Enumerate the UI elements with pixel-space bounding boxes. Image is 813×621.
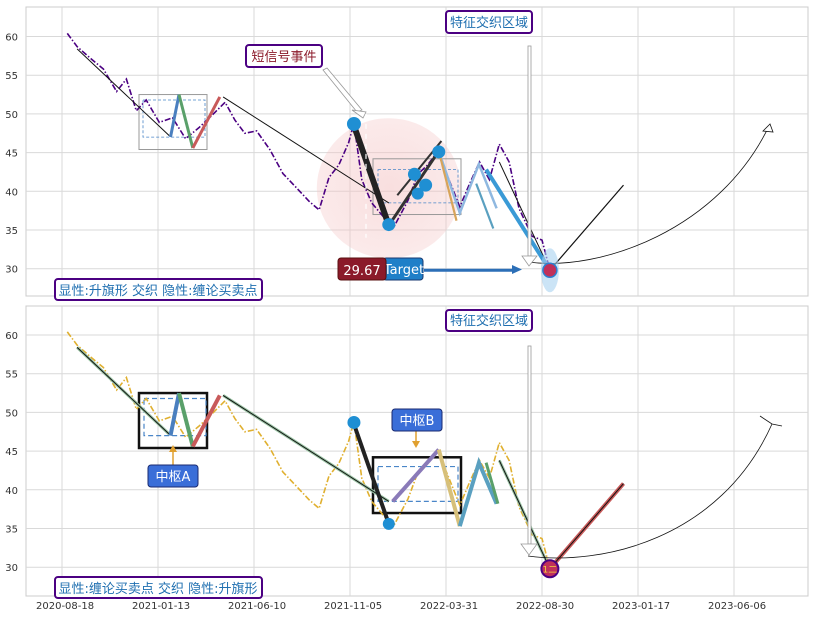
- zone-arrow-head: [520, 543, 538, 556]
- y-tick-label: 40: [5, 486, 18, 497]
- x-tick-label: 2021-01-13: [132, 601, 190, 612]
- buy-point-label: 1二: [543, 566, 558, 576]
- zigzag-leg: [484, 462, 500, 505]
- pivot-inner-box-b: [377, 465, 459, 503]
- zigzag-leg: [457, 456, 499, 527]
- projection-arrowhead: [762, 123, 774, 133]
- pattern-label-text: 显性:升旗形 交织 隐性:缠论买卖点: [58, 283, 257, 299]
- y-tick-label: 45: [5, 447, 18, 458]
- zigzag-leg: [169, 94, 181, 138]
- y-tick-label: 60: [5, 33, 18, 44]
- trend-line: [222, 394, 390, 502]
- signal-leg-down: [352, 423, 391, 525]
- event-label-box: [245, 44, 323, 68]
- zigzag-leg: [437, 150, 498, 217]
- y-tick-label: 60: [5, 331, 18, 342]
- pivot-point: [347, 415, 361, 429]
- y-tick-label: 35: [5, 226, 18, 237]
- y-tick-label: 30: [5, 563, 18, 574]
- y-tick-label: 55: [5, 370, 18, 381]
- projection-arrowhead: [759, 415, 783, 427]
- breakout-leg: [484, 168, 552, 272]
- projection-curve: [527, 423, 773, 559]
- pivot-a-arrow-head: [169, 445, 177, 452]
- trend-line: [498, 460, 551, 569]
- trend-line: [76, 48, 170, 136]
- zigzag-leg: [177, 392, 195, 448]
- pattern-label-box: [54, 278, 263, 301]
- trend-line: [498, 161, 551, 271]
- signal-leg-down: [351, 124, 392, 227]
- trend-line: [222, 96, 390, 204]
- zone-label-text: 特征交织区域: [450, 15, 528, 31]
- pivot-a-label-box: [147, 464, 199, 488]
- zigzag-leg: [191, 394, 222, 448]
- zone-arrow-head: [521, 255, 538, 267]
- zigzag-leg: [475, 183, 495, 229]
- pivot-point: [411, 187, 424, 200]
- pivot-b-arrow-head: [412, 441, 420, 448]
- pivot-b-label-box: [391, 408, 443, 432]
- zone-label-text: 特征交织区域: [450, 313, 528, 329]
- x-tick-label: 2022-08-30: [516, 601, 574, 612]
- buy-point-marker: [540, 559, 560, 579]
- pivot-point: [346, 116, 361, 131]
- event-halo: [316, 118, 461, 259]
- pivot-inner-box-a: [143, 397, 207, 437]
- zigzag-leg: [391, 448, 441, 503]
- target-label-text: Target: [383, 263, 424, 278]
- pivot-point: [407, 167, 421, 181]
- pivot-point: [382, 218, 396, 232]
- projection-line: [549, 184, 624, 271]
- target-value-box: [337, 257, 387, 281]
- y-tick-label: 50: [5, 408, 18, 419]
- x-tick-label: 2020-08-18: [36, 601, 94, 612]
- pattern-label-text: 显性:缠论买卖点 交织 隐性:升旗形: [58, 581, 257, 597]
- pivot-a-label-text: 中枢A: [156, 470, 191, 485]
- y-tick-label: 40: [5, 187, 18, 198]
- zigzag-leg: [191, 96, 222, 149]
- y-tick-label: 45: [5, 149, 18, 160]
- y-tick-label: 50: [5, 110, 18, 121]
- event-arrow-shaft: [322, 67, 363, 113]
- projection-line: [549, 483, 624, 570]
- x-tick-label: 2022-03-31: [420, 601, 478, 612]
- pivot-point: [419, 178, 433, 192]
- zigzag-leg: [177, 94, 195, 149]
- zigzag-leg: [436, 449, 462, 527]
- x-tick-label: 2023-06-06: [708, 601, 766, 612]
- pivot-point: [432, 145, 446, 159]
- zone-label-box: [445, 10, 533, 34]
- target-point: [542, 262, 558, 278]
- zone-label-box: [445, 309, 533, 332]
- y-tick-label: 35: [5, 525, 18, 536]
- target-arrow-head: [512, 265, 522, 274]
- x-tick-label: 2021-06-10: [228, 601, 286, 612]
- pivot-box-b: [371, 456, 463, 515]
- y-tick-label: 30: [5, 265, 18, 276]
- signal-leg-up: [387, 150, 441, 227]
- zigzag-leg: [437, 150, 458, 221]
- pivot-point: [382, 517, 395, 530]
- x-tick-label: 2021-11-05: [324, 601, 382, 612]
- x-tick-label: 2023-01-17: [612, 601, 670, 612]
- zone-arrow-shaft: [527, 345, 532, 545]
- zigzag-leg: [168, 392, 181, 436]
- event-arrow-head: [351, 109, 367, 119]
- target-value-text: 29.67: [343, 264, 380, 279]
- trend-line: [76, 347, 170, 435]
- x-axis: 2020-08-18 2021-01-13 2021-06-10 2021-11-05…: [36, 601, 766, 612]
- pattern-label-box: [54, 576, 263, 599]
- flag-inner-box-a: [142, 99, 206, 138]
- zone-arrow-shaft: [527, 45, 532, 257]
- pivot-b-label-text: 中枢B: [400, 414, 435, 429]
- y-tick-label: 55: [5, 71, 18, 82]
- event-label-text: 短信号事件: [251, 50, 316, 65]
